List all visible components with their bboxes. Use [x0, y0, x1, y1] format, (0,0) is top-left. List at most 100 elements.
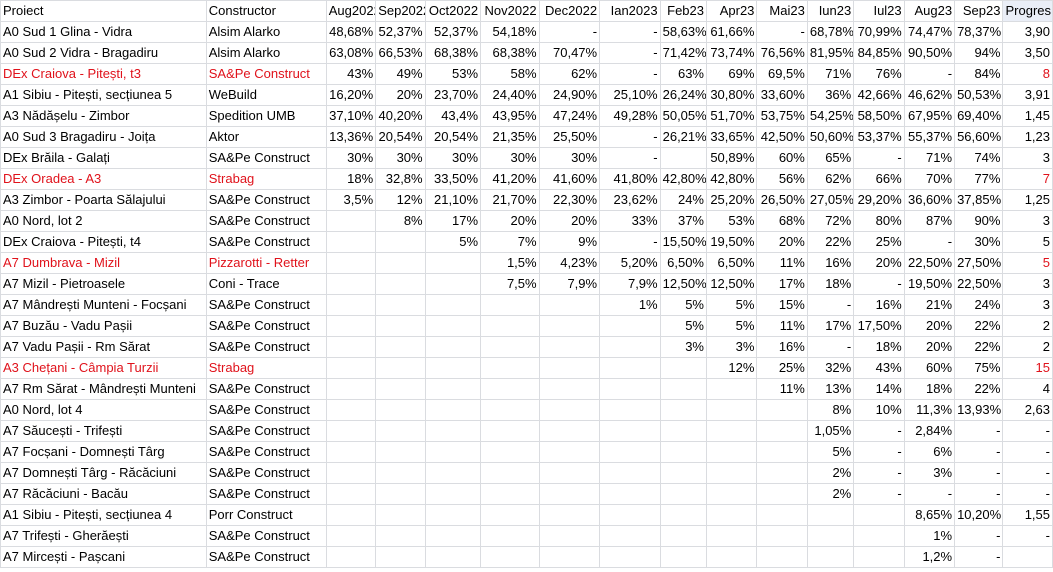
value-cell[interactable]: 76,56%	[756, 42, 808, 64]
constructor-cell[interactable]: SA&Pe Construct	[205, 546, 327, 568]
value-cell[interactable]: 22%	[954, 378, 1004, 400]
progress-cell[interactable]: 3,90	[1002, 21, 1053, 43]
value-cell[interactable]: 87%	[903, 210, 956, 232]
progress-cell[interactable]: 5	[1002, 231, 1053, 253]
value-cell[interactable]: 41,20%	[480, 168, 540, 190]
value-cell[interactable]: 58,63%	[659, 21, 708, 43]
value-cell[interactable]	[424, 504, 482, 526]
header-cell-aug2022[interactable]: Aug2022	[325, 0, 377, 22]
value-cell[interactable]	[375, 252, 426, 274]
project-cell[interactable]: DEx Craiova - Pitești, t3	[0, 63, 207, 85]
value-cell[interactable]: 1,05%	[806, 420, 855, 442]
value-cell[interactable]	[325, 357, 377, 379]
value-cell[interactable]	[325, 378, 377, 400]
value-cell[interactable]	[480, 462, 540, 484]
value-cell[interactable]: 69%	[705, 63, 758, 85]
project-cell[interactable]: A7 Săucești - Trifești	[0, 420, 207, 442]
value-cell[interactable]	[599, 462, 661, 484]
value-cell[interactable]: 32,8%	[375, 168, 426, 190]
value-cell[interactable]	[659, 483, 708, 505]
value-cell[interactable]	[424, 378, 482, 400]
progress-cell[interactable]: -	[1002, 462, 1053, 484]
header-cell-constructor[interactable]: Constructor	[205, 0, 327, 22]
value-cell[interactable]: 50,05%	[659, 105, 708, 127]
value-cell[interactable]	[659, 399, 708, 421]
value-cell[interactable]: 1%	[599, 294, 661, 316]
value-cell[interactable]	[325, 420, 377, 442]
project-cell[interactable]: A0 Nord, lot 4	[0, 399, 207, 421]
value-cell[interactable]	[325, 525, 377, 547]
value-cell[interactable]: -	[954, 483, 1004, 505]
value-cell[interactable]: 69,40%	[954, 105, 1004, 127]
value-cell[interactable]: 58%	[480, 63, 540, 85]
value-cell[interactable]: 47,24%	[538, 105, 601, 127]
progress-cell[interactable]: 15	[1002, 357, 1053, 379]
value-cell[interactable]	[375, 357, 426, 379]
value-cell[interactable]: 1,2%	[903, 546, 956, 568]
value-cell[interactable]: 60%	[903, 357, 956, 379]
value-cell[interactable]: 25,50%	[538, 126, 601, 148]
value-cell[interactable]	[538, 483, 601, 505]
constructor-cell[interactable]: SA&Pe Construct	[205, 294, 327, 316]
value-cell[interactable]	[659, 504, 708, 526]
value-cell[interactable]: 18%	[853, 336, 905, 358]
value-cell[interactable]	[325, 462, 377, 484]
value-cell[interactable]: -	[954, 420, 1004, 442]
project-cell[interactable]: A7 Răcăciuni - Bacău	[0, 483, 207, 505]
value-cell[interactable]: 40,20%	[375, 105, 426, 127]
value-cell[interactable]	[705, 483, 758, 505]
value-cell[interactable]	[538, 441, 601, 463]
progress-cell[interactable]: 2,63	[1002, 399, 1053, 421]
value-cell[interactable]: 48,68%	[325, 21, 377, 43]
value-cell[interactable]	[538, 294, 601, 316]
value-cell[interactable]	[806, 546, 855, 568]
value-cell[interactable]: 24,90%	[538, 84, 601, 106]
value-cell[interactable]: 9%	[538, 231, 601, 253]
header-cell-proiect[interactable]: Proiect	[0, 0, 207, 22]
value-cell[interactable]	[756, 462, 808, 484]
value-cell[interactable]: 53,75%	[756, 105, 808, 127]
value-cell[interactable]: 5%	[806, 441, 855, 463]
value-cell[interactable]: 36%	[806, 84, 855, 106]
value-cell[interactable]: 63,08%	[325, 42, 377, 64]
value-cell[interactable]: 3,5%	[325, 189, 377, 211]
value-cell[interactable]: -	[806, 294, 855, 316]
value-cell[interactable]: 16%	[806, 252, 855, 274]
header-cell-ian2023[interactable]: Ian2023	[599, 0, 661, 22]
value-cell[interactable]	[480, 315, 540, 337]
constructor-cell[interactable]: SA&Pe Construct	[205, 231, 327, 253]
value-cell[interactable]: 65%	[806, 147, 855, 169]
value-cell[interactable]: -	[853, 420, 905, 442]
project-cell[interactable]: A1 Sibiu - Pitești, secțiunea 5	[0, 84, 207, 106]
progress-cell[interactable]: 3,50	[1002, 42, 1053, 64]
value-cell[interactable]: 42,80%	[659, 168, 708, 190]
value-cell[interactable]	[424, 420, 482, 442]
progress-cell[interactable]: 2	[1002, 315, 1053, 337]
value-cell[interactable]: 70,47%	[538, 42, 601, 64]
value-cell[interactable]: 33,60%	[756, 84, 808, 106]
value-cell[interactable]: 30,80%	[705, 84, 758, 106]
value-cell[interactable]: 7,5%	[480, 273, 540, 295]
value-cell[interactable]	[480, 336, 540, 358]
header-cell-aug23[interactable]: Aug23	[903, 0, 956, 22]
value-cell[interactable]: 43%	[325, 63, 377, 85]
value-cell[interactable]	[375, 525, 426, 547]
value-cell[interactable]: -	[806, 336, 855, 358]
value-cell[interactable]: 43,4%	[424, 105, 482, 127]
value-cell[interactable]: 41,60%	[538, 168, 601, 190]
project-cell[interactable]: A7 Buzău - Vadu Pașii	[0, 315, 207, 337]
value-cell[interactable]	[705, 525, 758, 547]
value-cell[interactable]: -	[599, 231, 661, 253]
value-cell[interactable]: -	[853, 147, 905, 169]
constructor-cell[interactable]: SA&Pe Construct	[205, 210, 327, 232]
value-cell[interactable]: 30%	[424, 147, 482, 169]
value-cell[interactable]	[659, 378, 708, 400]
value-cell[interactable]: 67,95%	[903, 105, 956, 127]
value-cell[interactable]: 17%	[424, 210, 482, 232]
constructor-cell[interactable]: Alsim Alarko	[205, 21, 327, 43]
value-cell[interactable]: 53%	[705, 210, 758, 232]
value-cell[interactable]: 84,85%	[853, 42, 905, 64]
value-cell[interactable]: -	[538, 21, 601, 43]
value-cell[interactable]	[538, 378, 601, 400]
value-cell[interactable]: 11%	[756, 315, 808, 337]
